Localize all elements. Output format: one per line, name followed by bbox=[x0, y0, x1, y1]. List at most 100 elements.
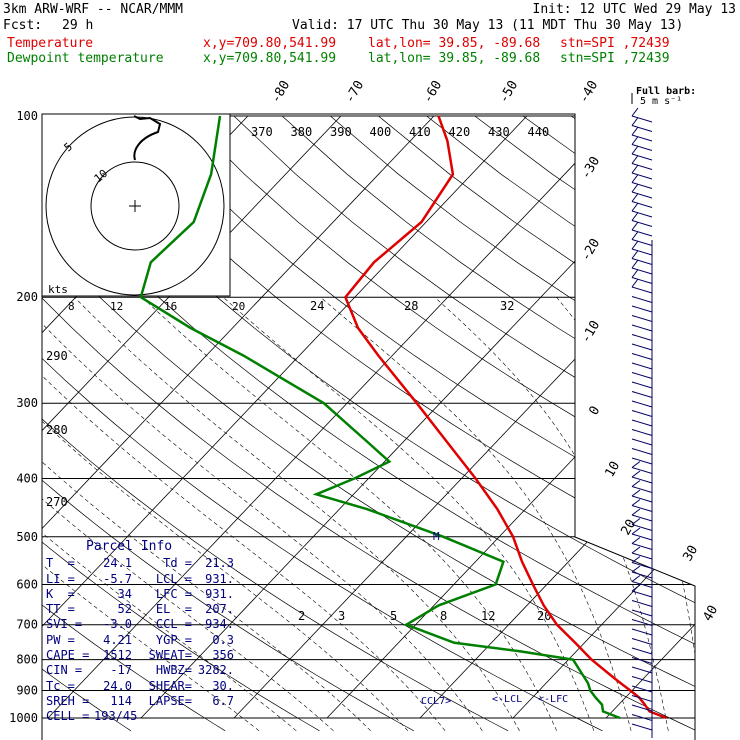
mixing-ratio-label: 5 bbox=[390, 609, 397, 623]
wind-barb bbox=[631, 505, 653, 512]
wind-barb bbox=[631, 286, 653, 294]
wind-barb bbox=[631, 381, 653, 389]
wind-barb-flag bbox=[631, 155, 639, 164]
parcel-info-cell: SWEAT= bbox=[148, 648, 192, 663]
mixing-ratio-label: 3 bbox=[338, 609, 345, 623]
parcel-info-cell: 30. bbox=[212, 678, 234, 693]
ccl-marker: CCL7> bbox=[421, 696, 451, 707]
parcel-info-cell: CIN = bbox=[46, 663, 83, 678]
wind-barb bbox=[631, 305, 653, 313]
pressure-label-200: 200 bbox=[16, 290, 38, 304]
dry-adiabat bbox=[233, 115, 695, 732]
wind-barb bbox=[631, 343, 653, 351]
wind-barb bbox=[631, 172, 653, 180]
wind-barb-flag bbox=[631, 126, 639, 136]
mixing-ratio-label: 2 bbox=[298, 609, 305, 623]
dry-adiabat bbox=[667, 115, 695, 732]
dry-adiabat bbox=[426, 115, 695, 732]
lfc-marker: <-LFC bbox=[538, 694, 568, 705]
wind-barb-flag bbox=[631, 556, 641, 563]
wind-barb bbox=[631, 676, 653, 683]
dry-adiabat bbox=[281, 115, 695, 732]
parcel-info-panel: Parcel Info T = 24.1 Td = 21.3 LI = -5.7 LCL =… bbox=[46, 539, 236, 725]
wind-barb-flag bbox=[631, 221, 639, 231]
isotherm-line bbox=[47, 115, 621, 719]
parcel-info-cell: LAPSE= bbox=[148, 693, 192, 708]
isotherm-line bbox=[42, 115, 342, 719]
isobars bbox=[42, 115, 695, 719]
mixing-label-12: 12 bbox=[110, 300, 123, 313]
parcel-info-title: Parcel Info bbox=[86, 539, 173, 554]
isotherm-labels: -80 -70 -60 -50 -40 -30 -20 -10 0 10 20 30 40 bbox=[268, 78, 721, 624]
wind-barb bbox=[631, 657, 653, 664]
parcel-info-row: PW = 4.21 YGP = 0.3 bbox=[46, 633, 236, 648]
wind-barb bbox=[631, 229, 653, 237]
wind-barb-flag bbox=[631, 231, 639, 240]
parcel-info-cell: 0.3 bbox=[212, 632, 234, 647]
isotherm-line bbox=[233, 115, 695, 719]
wind-barb-flag bbox=[631, 461, 641, 468]
wind-barb bbox=[631, 248, 653, 256]
wind-barb-flag bbox=[631, 269, 639, 278]
barb-legend-value: 5 m s⁻¹ bbox=[640, 96, 682, 107]
wind-barb bbox=[631, 723, 653, 731]
dry-adiabat bbox=[42, 115, 695, 732]
pressure-label-800: 800 bbox=[16, 653, 38, 667]
wind-barb bbox=[631, 457, 653, 465]
theta-label-top: 400 bbox=[370, 125, 392, 139]
parcel-info-cell: K = bbox=[46, 586, 75, 601]
wind-barb bbox=[631, 362, 653, 370]
moist-adiabat bbox=[42, 297, 446, 731]
wind-barb-flag bbox=[631, 259, 639, 269]
wind-barb bbox=[631, 695, 653, 702]
wind-barb bbox=[631, 524, 653, 531]
wind-barb-flag bbox=[631, 193, 639, 202]
wind-barb bbox=[631, 600, 653, 607]
wind-barb bbox=[631, 334, 653, 341]
wind-barb-flag bbox=[631, 107, 639, 117]
hodograph-trace bbox=[133, 115, 162, 161]
isotherm-label: -50 bbox=[496, 78, 521, 106]
parcel-info-cell: LI = bbox=[46, 571, 75, 586]
wind-barb-flag bbox=[631, 584, 641, 592]
parcel-info-cell bbox=[132, 709, 192, 724]
wind-barb bbox=[631, 410, 653, 417]
dry-adiabat bbox=[42, 115, 695, 732]
parcel-info-cell: 34 bbox=[117, 586, 132, 601]
isotherm-line bbox=[419, 115, 695, 719]
wind-barb-flag bbox=[631, 145, 639, 155]
isotherm-label: 10 bbox=[602, 459, 623, 480]
station-readout-temp: stn=SPI ,72439 bbox=[560, 36, 670, 51]
hodograph-ring-5 bbox=[90, 161, 180, 251]
dry-adiabat bbox=[42, 115, 320, 732]
dry-adiabat bbox=[137, 115, 695, 732]
moist-adiabat bbox=[141, 296, 557, 731]
wind-barb-flag bbox=[631, 499, 641, 506]
theta-label-top: 410 bbox=[409, 125, 431, 139]
wind-barb bbox=[631, 429, 653, 436]
parcel-info-cell: 114 bbox=[110, 693, 132, 708]
parcel-info-cell: 52 bbox=[117, 602, 132, 617]
mixing-label-20: 20 bbox=[232, 300, 245, 313]
theta-label-left: 270 bbox=[46, 495, 68, 509]
wind-barb-flag bbox=[631, 164, 639, 174]
theta-label-top: 420 bbox=[449, 125, 471, 139]
parcel-info-cell: 931. bbox=[205, 586, 234, 601]
parcel-info-row: T = 24.1 Td = 21.3 bbox=[46, 556, 236, 571]
wind-barb-flag bbox=[631, 575, 641, 582]
wind-barb bbox=[631, 220, 653, 227]
parcel-info-cell: CELL = bbox=[46, 709, 90, 724]
moist-adiabats bbox=[42, 296, 695, 732]
pressure-label-700: 700 bbox=[16, 618, 38, 632]
wind-barb bbox=[631, 134, 653, 142]
wind-barb bbox=[631, 267, 653, 275]
moist-adiabat bbox=[556, 297, 695, 731]
parcel-info-row: CELL = 193/45 bbox=[46, 709, 236, 724]
dewpoint-profile bbox=[139, 115, 621, 720]
mixing-ratio-label: 12 bbox=[481, 609, 495, 623]
forecast-label: Fcst: bbox=[3, 18, 43, 33]
pressure-label-600: 600 bbox=[16, 577, 38, 591]
mixing-ratio-label: 8 bbox=[440, 609, 447, 623]
wind-barb bbox=[631, 438, 653, 446]
